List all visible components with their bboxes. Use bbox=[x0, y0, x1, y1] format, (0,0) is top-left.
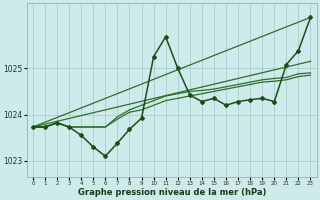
X-axis label: Graphe pression niveau de la mer (hPa): Graphe pression niveau de la mer (hPa) bbox=[77, 188, 266, 197]
